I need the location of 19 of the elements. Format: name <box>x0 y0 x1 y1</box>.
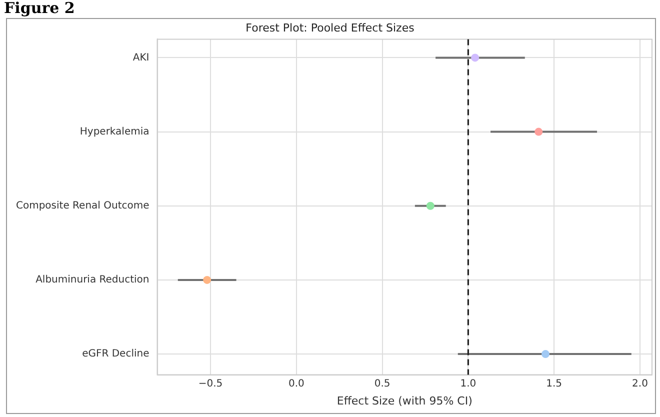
x-tick-label: 0.5 <box>374 378 390 390</box>
point <box>541 350 550 358</box>
point <box>534 128 543 136</box>
x-tick-label: −0.5 <box>198 378 223 390</box>
y-tick-label: eGFR Decline <box>82 348 150 360</box>
y-tick-label: Composite Renal Outcome <box>16 200 150 212</box>
y-tick-label: Albuminuria Reduction <box>36 274 150 286</box>
x-tick-label: 1.0 <box>460 378 476 390</box>
y-tick-label: AKI <box>132 52 150 64</box>
x-axis-title: Effect Size (with 95% CI) <box>336 394 472 408</box>
chart-title: Forest Plot: Pooled Effect Sizes <box>246 21 415 34</box>
point <box>203 276 212 284</box>
x-tick-label: 1.5 <box>546 378 562 390</box>
x-tick-label: 0.0 <box>288 378 304 390</box>
x-tick-label: 2.0 <box>632 378 648 390</box>
point <box>426 202 434 210</box>
point <box>471 54 480 62</box>
caption: Figure 2 <box>4 0 75 17</box>
y-tick-label: Hyperkalemia <box>80 126 150 138</box>
